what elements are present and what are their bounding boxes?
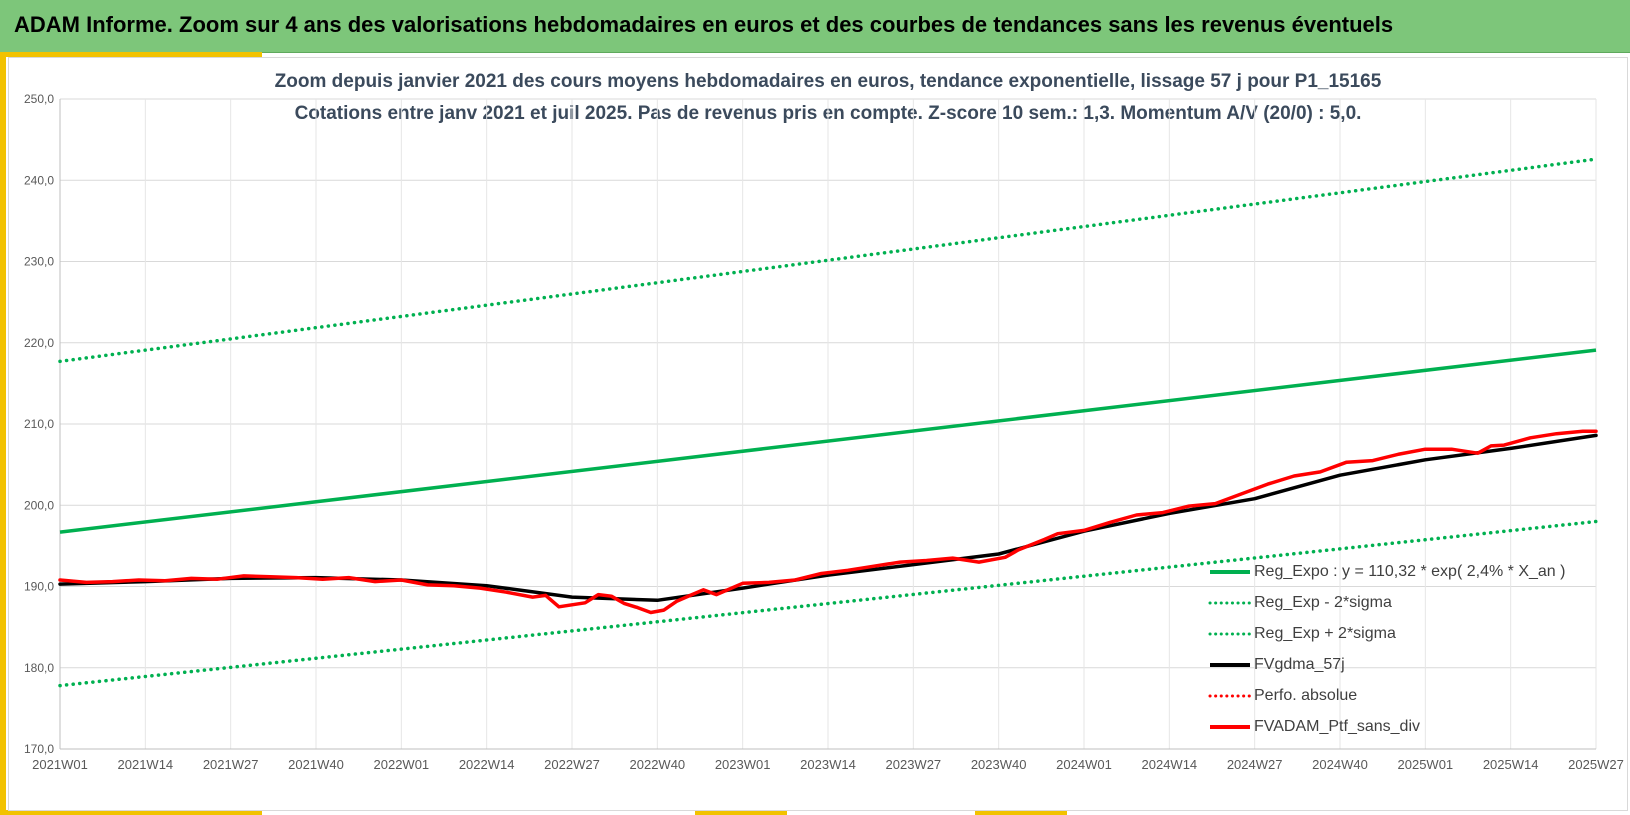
accent-bar-bottom-right: [975, 811, 1067, 815]
header-banner: ADAM Informe. Zoom sur 4 ans des valoris…: [0, 0, 1630, 53]
series-lines: [58, 157, 1598, 688]
legend-swatch: [1208, 601, 1252, 604]
legend-swatch: [1210, 569, 1250, 574]
x-tick-label: 2021W27: [203, 757, 259, 772]
x-tick-label: 2021W01: [32, 757, 88, 772]
x-tick-label: 2025W14: [1483, 757, 1539, 772]
legend-item: FVgdma_57j: [1208, 649, 1565, 680]
x-tick-label: 2023W01: [715, 757, 771, 772]
y-tick-label: 250,0: [24, 92, 54, 106]
x-tick-label: 2025W27: [1568, 757, 1624, 772]
legend-swatch: [1210, 724, 1250, 729]
legend-swatch: [1210, 662, 1250, 667]
x-tick-label: 2024W27: [1227, 757, 1283, 772]
accent-bar-left: [0, 52, 6, 815]
y-tick-label: 230,0: [24, 255, 54, 269]
grid-lines: [59, 98, 1597, 750]
page-title: ADAM Informe. Zoom sur 4 ans des valoris…: [14, 12, 1394, 37]
chart-area-border: [8, 57, 1628, 811]
legend-label: FVADAM_Ptf_sans_div: [1254, 717, 1420, 735]
legend: Reg_Expo : y = 110,32 * exp( 2,4% * X_an…: [1208, 556, 1565, 742]
y-axis-ticks: 170,0 180,0 190,0 200,0 210,0 220,0 230,0 240,0…: [24, 92, 54, 756]
y-tick-label: 180,0: [24, 661, 54, 675]
x-tick-label: 2023W27: [886, 757, 942, 772]
legend-swatch: [1208, 694, 1252, 697]
x-tick-label: 2022W27: [544, 757, 600, 772]
x-tick-label: 2021W14: [118, 757, 174, 772]
x-tick-label: 2024W40: [1312, 757, 1368, 772]
legend-item: Reg_Exp + 2*sigma: [1208, 618, 1565, 649]
x-tick-label: 2025W01: [1398, 757, 1454, 772]
y-tick-label: 220,0: [24, 336, 54, 350]
legend-label: Reg_Exp + 2*sigma: [1254, 624, 1396, 642]
x-tick-label: 2022W01: [374, 757, 430, 772]
y-tick-label: 170,0: [24, 742, 54, 756]
x-tick-label: 2023W14: [800, 757, 856, 772]
legend-label: Reg_Expo : y = 110,32 * exp( 2,4% * X_an…: [1254, 562, 1566, 580]
legend-label: Perfo. absolue: [1254, 686, 1358, 704]
y-tick-label: 190,0: [24, 580, 54, 594]
x-tick-label: 2024W01: [1056, 757, 1112, 772]
legend-label: Reg_Exp - 2*sigma: [1254, 593, 1392, 611]
series-line-0: [59, 348, 1597, 534]
x-tick-label: 2024W14: [1142, 757, 1198, 772]
legend-item: Reg_Exp - 2*sigma: [1208, 587, 1565, 618]
series-line-5: [58, 429, 1598, 615]
legend-item: Perfo. absolue: [1208, 680, 1565, 711]
x-axis-ticks: 2021W01 2021W14 2021W27 2021W40 2022W01 2022W…: [32, 757, 1624, 772]
legend-label: FVgdma_57j: [1254, 655, 1345, 673]
accent-bar-bottom-mid: [695, 811, 787, 815]
series-line-1: [58, 519, 1598, 688]
y-tick-label: 240,0: [24, 173, 54, 187]
y-tick-label: 210,0: [24, 417, 54, 431]
legend-item: Reg_Expo : y = 110,32 * exp( 2,4% * X_an…: [1208, 556, 1565, 587]
x-tick-label: 2022W14: [459, 757, 515, 772]
legend-item: FVADAM_Ptf_sans_div: [1208, 711, 1565, 742]
series-line-2: [58, 157, 1598, 364]
y-tick-label: 200,0: [24, 498, 54, 512]
accent-bar-bottom: [0, 810, 262, 815]
x-tick-label: 2021W40: [288, 757, 344, 772]
x-tick-label: 2022W40: [630, 757, 686, 772]
accent-bar-top: [0, 52, 262, 57]
chart-title: Zoom depuis janvier 2021 des cours moyen…: [274, 71, 1382, 92]
x-tick-label: 2023W40: [971, 757, 1027, 772]
legend-swatch: [1208, 632, 1252, 635]
